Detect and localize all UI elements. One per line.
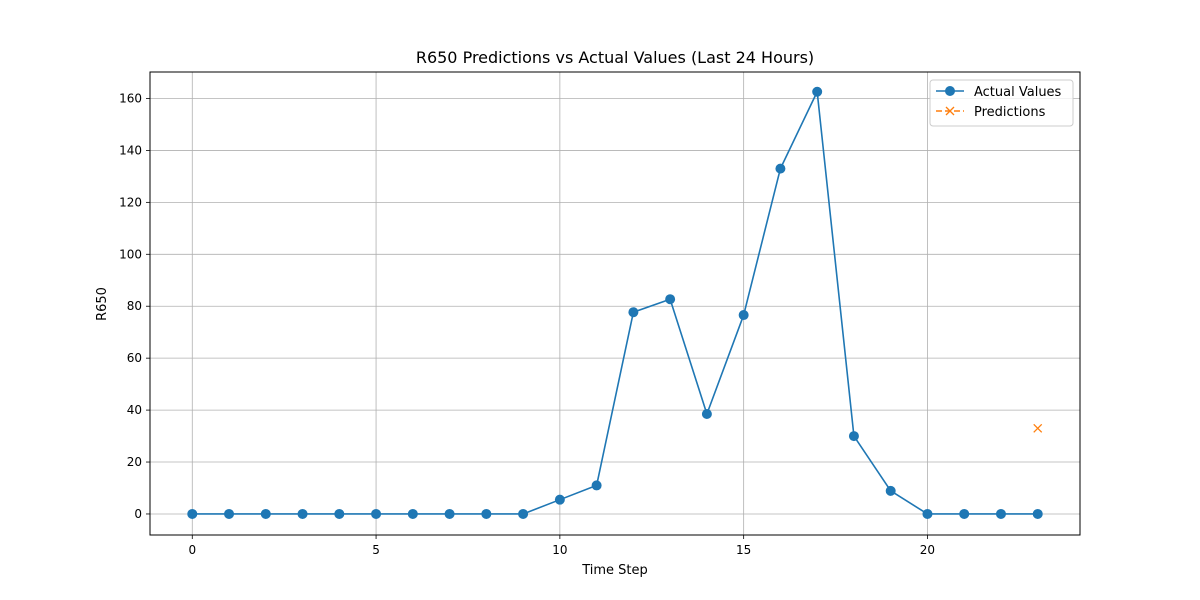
chart-title: R650 Predictions vs Actual Values (Last … <box>416 48 814 67</box>
data-point-series-0 <box>297 508 308 519</box>
y-axis-ticks: 0 20 40 60 80 100 120 140 160 <box>119 91 150 521</box>
legend-box <box>929 79 1074 127</box>
data-point-series-0 <box>187 508 198 519</box>
data-point-series-0 <box>371 508 382 519</box>
legend: Actual Values Predictions <box>929 79 1074 127</box>
series-line-0 <box>192 90 1038 515</box>
data-point-series-0 <box>775 163 786 174</box>
data-point-series-0 <box>665 294 676 305</box>
x-marker-stroke <box>1033 423 1043 433</box>
data-point-series-0 <box>444 508 455 519</box>
data-point-series-0 <box>848 431 859 442</box>
x-axis-label: Time Step <box>581 563 648 578</box>
y-tick-label: 60 <box>127 351 142 365</box>
y-tick-label: 20 <box>127 455 142 469</box>
x-marker-stroke <box>945 106 955 116</box>
y-tick-label: 140 <box>119 143 142 157</box>
data-point-series-0 <box>1032 508 1043 519</box>
data-point-series-0 <box>628 307 639 318</box>
y-tick-label: 40 <box>127 403 142 417</box>
data-point-series-0 <box>481 508 492 519</box>
y-tick-label: 100 <box>119 247 142 261</box>
data-point-series-0 <box>885 485 896 496</box>
data-point-series-0 <box>922 508 933 519</box>
data-point-series-0 <box>407 508 418 519</box>
data-point-series-0 <box>812 86 823 97</box>
grid-lines <box>150 72 1080 535</box>
y-tick-label: 80 <box>127 299 142 313</box>
legend-marker-0 <box>945 86 955 96</box>
data-point-series-0 <box>738 310 749 321</box>
y-tick-label: 160 <box>119 91 142 105</box>
x-tick-label: 10 <box>552 543 567 557</box>
x-tick-label: 15 <box>736 543 751 557</box>
data-point-series-0 <box>591 480 602 491</box>
series-lines <box>192 90 1038 515</box>
data-point-series-0 <box>334 508 345 519</box>
legend-label-predictions: Predictions <box>974 105 1046 120</box>
y-axis-label: R650 <box>95 287 110 321</box>
data-point-series-0 <box>554 494 565 505</box>
y-tick-label: 120 <box>119 195 142 209</box>
data-point-series-0 <box>260 508 271 519</box>
data-point-series-0 <box>959 508 970 519</box>
data-point-series-0 <box>701 408 712 419</box>
data-point-series-1 <box>1033 423 1043 433</box>
plot-frame <box>149 71 1081 536</box>
x-axis-ticks: 0 5 10 15 20 <box>188 535 935 557</box>
legend-entries <box>936 86 964 116</box>
y-tick-label: 0 <box>134 507 142 521</box>
data-point-series-0 <box>224 508 235 519</box>
data-point-series-0 <box>995 508 1006 519</box>
series-markers <box>187 86 1043 519</box>
x-tick-label: 5 <box>372 543 380 557</box>
data-point-series-0 <box>518 508 529 519</box>
legend-label-actual: Actual Values <box>974 85 1062 100</box>
x-tick-label: 20 <box>920 543 935 557</box>
legend-marker-1 <box>945 106 955 116</box>
x-tick-label: 0 <box>188 543 196 557</box>
